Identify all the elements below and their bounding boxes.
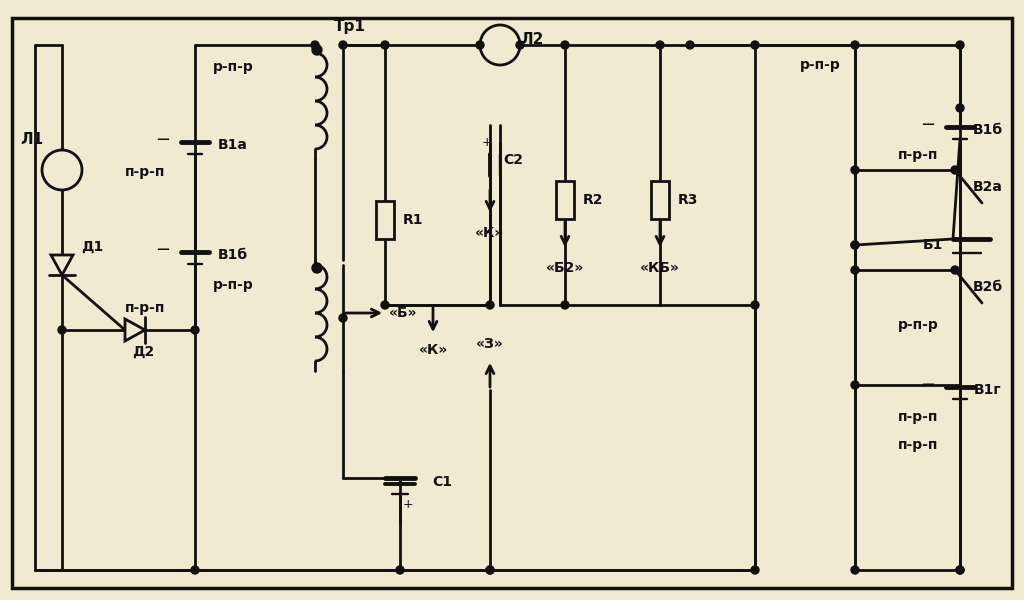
- Circle shape: [851, 41, 859, 49]
- Text: «Б2»: «Б2»: [546, 261, 584, 275]
- Circle shape: [656, 41, 664, 49]
- Circle shape: [956, 566, 964, 574]
- Text: Д1: Д1: [81, 240, 103, 254]
- Text: «К»: «К»: [419, 343, 447, 357]
- Text: В1а: В1а: [218, 138, 248, 152]
- Circle shape: [486, 566, 494, 574]
- Circle shape: [381, 41, 389, 49]
- Text: п-р-п: п-р-п: [898, 148, 938, 162]
- Text: −: −: [921, 116, 936, 134]
- Text: −: −: [156, 131, 171, 149]
- Circle shape: [851, 381, 859, 389]
- Text: С2: С2: [503, 153, 523, 167]
- Text: «Б»: «Б»: [389, 306, 417, 320]
- Text: п-р-п: п-р-п: [125, 301, 165, 315]
- Text: В1г: В1г: [974, 383, 1001, 397]
- Text: В2а: В2а: [973, 180, 1002, 194]
- Circle shape: [951, 166, 959, 174]
- Circle shape: [58, 326, 66, 334]
- Text: р-п-р: р-п-р: [800, 58, 841, 72]
- Bar: [556, 181, 574, 219]
- Text: «З»: «З»: [476, 337, 504, 351]
- Circle shape: [851, 241, 859, 249]
- Circle shape: [339, 314, 347, 322]
- Text: Тр1: Тр1: [334, 19, 366, 34]
- Text: Д2: Д2: [132, 345, 155, 359]
- Text: В1б: В1б: [973, 123, 1004, 137]
- Text: «К»: «К»: [475, 226, 505, 240]
- Text: В2б: В2б: [973, 280, 1004, 294]
- Text: р-п-р: р-п-р: [213, 278, 253, 292]
- Circle shape: [851, 266, 859, 274]
- Circle shape: [486, 301, 494, 309]
- Polygon shape: [125, 319, 145, 341]
- Text: Л2: Л2: [520, 32, 544, 47]
- Text: р-п-р: р-п-р: [898, 318, 938, 332]
- Text: R2: R2: [583, 193, 603, 207]
- Circle shape: [339, 41, 347, 49]
- Circle shape: [956, 104, 964, 112]
- Circle shape: [381, 301, 389, 309]
- Text: −: −: [921, 376, 936, 394]
- Text: «КБ»: «КБ»: [640, 261, 680, 275]
- Text: п-р-п: п-р-п: [898, 410, 938, 424]
- Circle shape: [956, 41, 964, 49]
- Circle shape: [396, 566, 404, 574]
- Circle shape: [751, 301, 759, 309]
- Bar: [376, 201, 394, 239]
- Text: п-р-п: п-р-п: [898, 438, 938, 452]
- Circle shape: [191, 326, 199, 334]
- Circle shape: [312, 45, 322, 55]
- Text: С1: С1: [432, 475, 452, 489]
- Circle shape: [751, 41, 759, 49]
- Text: Л1: Л1: [20, 133, 44, 148]
- Text: +: +: [402, 499, 414, 511]
- Circle shape: [191, 566, 199, 574]
- Circle shape: [851, 166, 859, 174]
- Circle shape: [486, 566, 494, 574]
- Circle shape: [851, 566, 859, 574]
- Circle shape: [561, 41, 569, 49]
- Circle shape: [561, 301, 569, 309]
- Circle shape: [476, 41, 484, 49]
- Text: п-р-п: п-р-п: [125, 165, 165, 179]
- Circle shape: [42, 150, 82, 190]
- Circle shape: [951, 266, 959, 274]
- Bar: [651, 181, 669, 219]
- Text: −: −: [156, 241, 171, 259]
- Circle shape: [312, 263, 322, 273]
- Text: R1: R1: [402, 213, 423, 227]
- Text: R3: R3: [678, 193, 698, 207]
- Circle shape: [480, 25, 520, 65]
- Circle shape: [516, 41, 524, 49]
- Circle shape: [311, 41, 319, 49]
- Polygon shape: [51, 255, 73, 275]
- Circle shape: [686, 41, 694, 49]
- Circle shape: [956, 566, 964, 574]
- Text: +: +: [481, 136, 493, 149]
- Text: р-п-р: р-п-р: [213, 60, 253, 74]
- Circle shape: [751, 566, 759, 574]
- Text: Б1: Б1: [923, 238, 943, 252]
- Circle shape: [851, 241, 859, 249]
- Text: В1б: В1б: [218, 248, 248, 262]
